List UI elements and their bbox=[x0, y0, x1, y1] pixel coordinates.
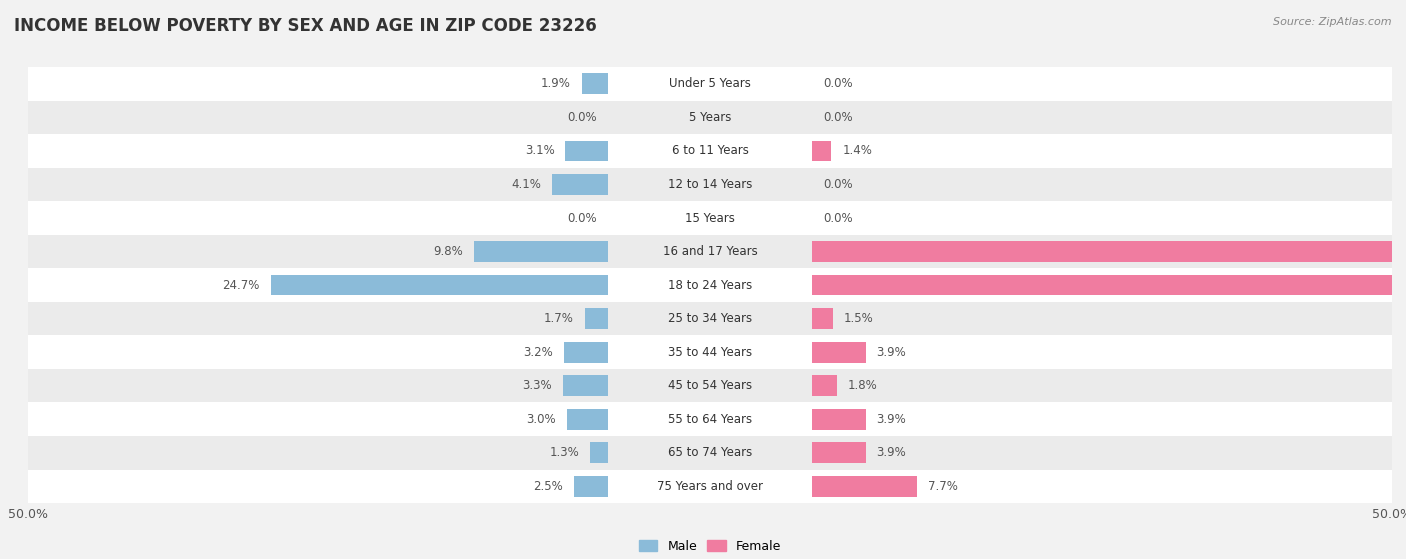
Text: 55 to 64 Years: 55 to 64 Years bbox=[668, 413, 752, 426]
Text: 3.9%: 3.9% bbox=[876, 345, 905, 359]
Bar bbox=[28, 168, 1392, 201]
Text: 1.7%: 1.7% bbox=[544, 312, 574, 325]
Text: 1.4%: 1.4% bbox=[842, 144, 872, 158]
Text: 4.1%: 4.1% bbox=[510, 178, 541, 191]
Bar bbox=[28, 302, 1392, 335]
Bar bbox=[813, 476, 917, 497]
Bar bbox=[813, 409, 866, 430]
Text: INCOME BELOW POVERTY BY SEX AND AGE IN ZIP CODE 23226: INCOME BELOW POVERTY BY SEX AND AGE IN Z… bbox=[14, 17, 596, 35]
Text: 7.7%: 7.7% bbox=[928, 480, 957, 493]
Bar bbox=[271, 274, 607, 296]
Bar bbox=[565, 140, 607, 162]
Text: 3.1%: 3.1% bbox=[524, 144, 554, 158]
Bar bbox=[28, 67, 1392, 101]
Legend: Male, Female: Male, Female bbox=[634, 535, 786, 558]
Bar bbox=[813, 140, 831, 162]
Text: 0.0%: 0.0% bbox=[824, 111, 853, 124]
Bar bbox=[28, 134, 1392, 168]
Text: 12 to 14 Years: 12 to 14 Years bbox=[668, 178, 752, 191]
Bar bbox=[591, 442, 607, 463]
Text: Source: ZipAtlas.com: Source: ZipAtlas.com bbox=[1274, 17, 1392, 27]
Text: 1.9%: 1.9% bbox=[541, 77, 571, 91]
Bar bbox=[574, 476, 607, 497]
Text: 1.5%: 1.5% bbox=[844, 312, 873, 325]
Text: 6 to 11 Years: 6 to 11 Years bbox=[672, 144, 748, 158]
Bar bbox=[813, 342, 866, 363]
Bar bbox=[567, 409, 607, 430]
Bar bbox=[585, 308, 607, 329]
Bar bbox=[28, 402, 1392, 436]
Text: 3.0%: 3.0% bbox=[526, 413, 555, 426]
Bar bbox=[551, 174, 607, 195]
Text: 1.3%: 1.3% bbox=[550, 446, 579, 459]
Text: 2.5%: 2.5% bbox=[533, 480, 562, 493]
Text: 75 Years and over: 75 Years and over bbox=[657, 480, 763, 493]
Bar bbox=[28, 335, 1392, 369]
Text: 3.9%: 3.9% bbox=[876, 413, 905, 426]
Bar bbox=[28, 436, 1392, 470]
Text: 5 Years: 5 Years bbox=[689, 111, 731, 124]
Bar bbox=[28, 268, 1392, 302]
Text: 16 and 17 Years: 16 and 17 Years bbox=[662, 245, 758, 258]
Text: 18 to 24 Years: 18 to 24 Years bbox=[668, 278, 752, 292]
Bar bbox=[813, 274, 1406, 296]
Text: 24.7%: 24.7% bbox=[222, 278, 260, 292]
Text: 3.9%: 3.9% bbox=[876, 446, 905, 459]
Bar bbox=[474, 241, 607, 262]
Bar bbox=[28, 201, 1392, 235]
Bar bbox=[28, 369, 1392, 402]
Bar bbox=[562, 375, 607, 396]
Bar bbox=[564, 342, 607, 363]
Text: 25 to 34 Years: 25 to 34 Years bbox=[668, 312, 752, 325]
Text: 35 to 44 Years: 35 to 44 Years bbox=[668, 345, 752, 359]
Text: 0.0%: 0.0% bbox=[567, 111, 596, 124]
Text: 45 to 54 Years: 45 to 54 Years bbox=[668, 379, 752, 392]
Text: 9.8%: 9.8% bbox=[433, 245, 463, 258]
Bar bbox=[28, 101, 1392, 134]
Bar bbox=[813, 375, 837, 396]
Text: 0.0%: 0.0% bbox=[824, 211, 853, 225]
Text: 65 to 74 Years: 65 to 74 Years bbox=[668, 446, 752, 459]
Bar bbox=[582, 73, 607, 94]
Bar bbox=[813, 308, 832, 329]
Text: 3.3%: 3.3% bbox=[522, 379, 551, 392]
Text: 0.0%: 0.0% bbox=[567, 211, 596, 225]
Bar bbox=[813, 442, 866, 463]
Text: 0.0%: 0.0% bbox=[824, 77, 853, 91]
Bar bbox=[28, 235, 1392, 268]
Text: Under 5 Years: Under 5 Years bbox=[669, 77, 751, 91]
Text: 3.2%: 3.2% bbox=[523, 345, 553, 359]
Text: 15 Years: 15 Years bbox=[685, 211, 735, 225]
Text: 1.8%: 1.8% bbox=[848, 379, 877, 392]
Text: 0.0%: 0.0% bbox=[824, 178, 853, 191]
Bar bbox=[813, 241, 1406, 262]
Bar bbox=[28, 470, 1392, 503]
